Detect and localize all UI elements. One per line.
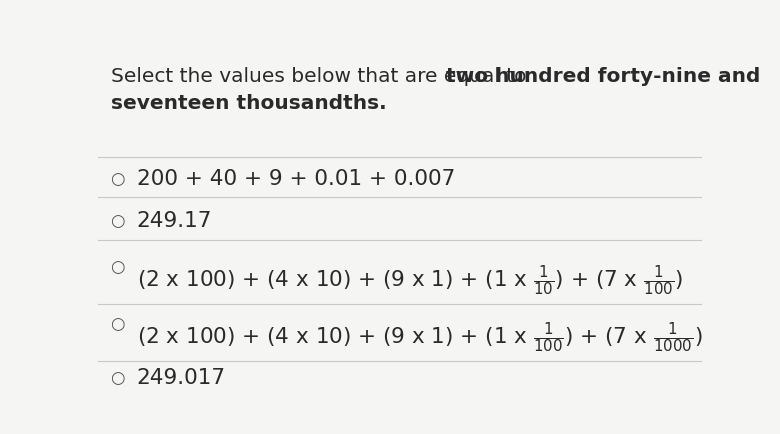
Text: seventeen thousandths.: seventeen thousandths. (111, 94, 386, 113)
Text: two hundred forty-nine and: two hundred forty-nine and (445, 67, 760, 86)
Text: ○: ○ (110, 315, 124, 332)
Text: ○: ○ (110, 258, 124, 276)
Text: 249.017: 249.017 (136, 367, 226, 387)
Text: 200 + 40 + 9 + 0.01 + 0.007: 200 + 40 + 9 + 0.01 + 0.007 (136, 168, 456, 188)
Text: ○: ○ (110, 368, 124, 386)
Text: Select the values below that are equal to: Select the values below that are equal t… (111, 67, 533, 86)
Text: ○: ○ (110, 211, 124, 229)
Text: ○: ○ (110, 169, 124, 187)
Text: (2 x 100) + (4 x 10) + (9 x 1) + (1 x $\frac{1}{100}$) + (7 x $\frac{1}{1000}$): (2 x 100) + (4 x 10) + (9 x 1) + (1 x $\… (136, 319, 702, 354)
Text: 249.17: 249.17 (136, 210, 212, 230)
Text: (2 x 100) + (4 x 10) + (9 x 1) + (1 x $\frac{1}{10}$) + (7 x $\frac{1}{100}$): (2 x 100) + (4 x 10) + (9 x 1) + (1 x $\… (136, 263, 683, 297)
